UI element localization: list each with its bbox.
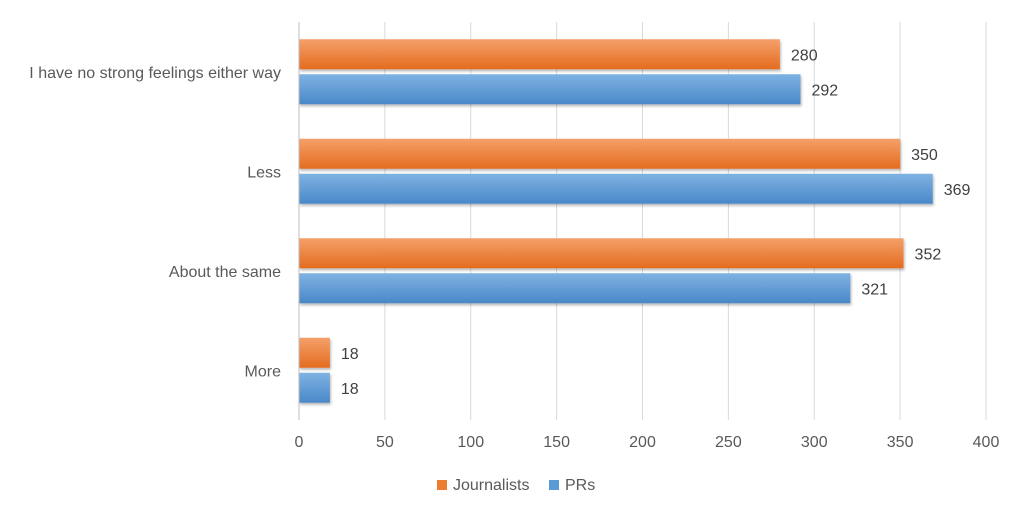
bars xyxy=(299,39,933,403)
bar-journalists xyxy=(299,238,904,269)
x-tick-label: 50 xyxy=(376,434,394,451)
bar-journalists xyxy=(299,138,901,169)
data-label: 18 xyxy=(341,381,359,398)
data-label: 321 xyxy=(861,281,888,298)
legend-swatch-prs xyxy=(549,480,559,490)
bar-journalists xyxy=(299,337,330,368)
data-label: 352 xyxy=(915,246,942,263)
x-tick-label: 200 xyxy=(629,434,656,451)
data-label: 350 xyxy=(911,147,938,164)
category-label: More xyxy=(245,363,282,380)
legend-label-journalists: Journalists xyxy=(453,477,529,494)
legend-swatch-journalists xyxy=(437,480,447,490)
bar-prs xyxy=(299,273,851,304)
category-label: About the same xyxy=(169,264,281,281)
x-tick-label: 300 xyxy=(801,434,828,451)
category-label: Less xyxy=(247,164,281,181)
bar-prs xyxy=(299,74,801,105)
x-tick-label: 250 xyxy=(715,434,742,451)
data-labels: 280 292 350 369 352 321 18 18 xyxy=(341,47,971,398)
axes: 0 50 100 150 200 250 300 350 400 I have no strong… xyxy=(29,22,999,451)
data-label: 292 xyxy=(812,82,839,99)
category-label: I have no strong feelings either way xyxy=(29,65,281,82)
x-tick-label: 350 xyxy=(887,434,914,451)
x-tick-label: 0 xyxy=(295,434,304,451)
bar-prs xyxy=(299,173,933,204)
x-tick-label: 400 xyxy=(973,434,1000,451)
bar-prs xyxy=(299,372,330,403)
x-tick-label: 100 xyxy=(457,434,484,451)
bar-journalists xyxy=(299,39,780,70)
data-label: 18 xyxy=(341,346,359,363)
legend: Journalists PRs xyxy=(437,477,595,494)
data-label: 369 xyxy=(944,182,971,199)
x-tick-label: 150 xyxy=(543,434,570,451)
legend-label-prs: PRs xyxy=(565,477,595,494)
data-label: 280 xyxy=(791,47,818,64)
